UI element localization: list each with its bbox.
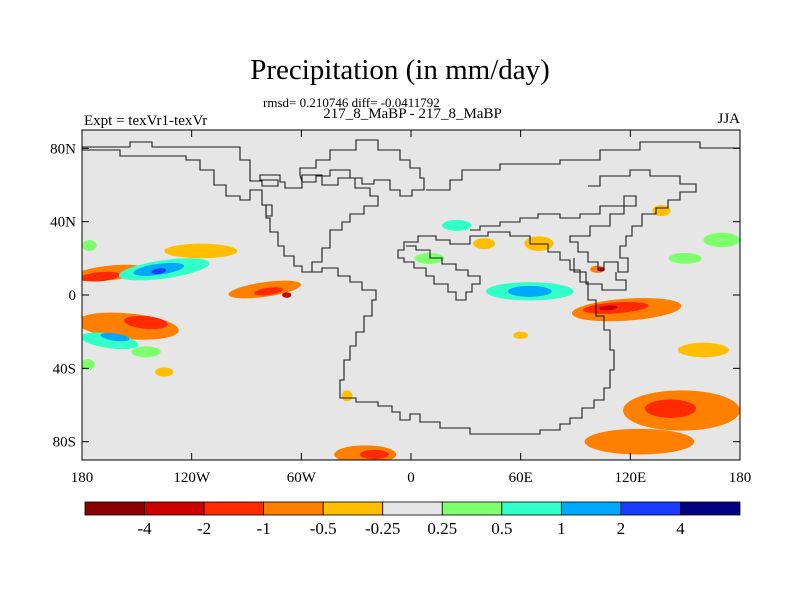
x-tick-label: 60W (287, 470, 317, 486)
x-tick-label: 180 (71, 470, 94, 486)
x-tick-label: 0 (407, 470, 415, 486)
anomaly-region (513, 331, 528, 340)
axes: 180 120W 60W 0 60E 120E 180 80N 40N 0 40S 80S (50, 130, 751, 486)
anomaly-region (644, 399, 697, 418)
y-tick-label: 40S (53, 361, 76, 377)
colorbar-swatch (382, 501, 443, 516)
x-tick-label: 180 (729, 470, 752, 486)
anomaly-region (155, 367, 174, 377)
coastline-eurasia (426, 141, 740, 273)
colorbar-label: 1 (557, 519, 566, 538)
chart-subtitle: 217_8_MaBP - 217_8_MaBP (323, 106, 502, 122)
anomaly-region (282, 292, 292, 298)
coastline (82, 139, 740, 435)
coastline-arabia (573, 258, 627, 291)
coastline-south-america (312, 231, 615, 435)
colorbar-swatch (501, 501, 562, 516)
coastline-greenland (299, 139, 425, 197)
anomaly-region (82, 359, 95, 371)
chart-title: Precipitation (in mm/day) (250, 54, 550, 86)
anomaly-region (359, 449, 390, 460)
x-tick-label: 120W (173, 470, 211, 486)
colorbar-label: -4 (137, 519, 152, 538)
colorbar-label: 0.5 (491, 519, 512, 538)
colorbar-label: 0.25 (427, 519, 457, 538)
anomaly-region (82, 271, 121, 282)
anomaly-region (253, 287, 283, 296)
stats-line: rmsd= 0.210746 diff= -0.0411792 (263, 95, 440, 110)
colorbar: -4 -2 -1 -0.5 -0.25 0.25 0.5 1 2 4 (84, 501, 741, 538)
x-tick-label: 60E (509, 470, 533, 486)
anomaly-region (414, 252, 444, 264)
y-tick-label: 80N (50, 141, 76, 157)
anomaly-region (82, 240, 97, 251)
anomaly-region (164, 243, 238, 259)
y-tick-label: 40N (50, 215, 76, 231)
anomaly-region (341, 390, 353, 402)
anomaly-region (151, 268, 167, 275)
coastline-north-america (82, 141, 379, 273)
colorbar-swatch (560, 501, 622, 516)
colorbar-swatch (441, 501, 503, 516)
anomaly-region (124, 315, 168, 330)
anomaly-region (473, 238, 496, 250)
coastline-baffin (265, 204, 273, 217)
colorbar-swatch (680, 501, 741, 516)
colorbar-label: -1 (257, 519, 271, 538)
colorbar-swatch (144, 501, 205, 516)
colorbar-label: -0.25 (365, 519, 400, 538)
colorbar-swatch (203, 501, 265, 516)
anomaly-region (442, 219, 472, 231)
anomaly-region (668, 252, 702, 264)
colorbar-label: -0.5 (310, 519, 337, 538)
anomaly-region (584, 428, 695, 455)
colorbar-swatch (263, 501, 324, 516)
season-label: JJA (717, 111, 740, 127)
anomaly-region (677, 342, 730, 358)
anomaly-region (131, 346, 161, 358)
colorbar-label: 4 (676, 519, 685, 538)
anomaly-fields (82, 205, 740, 460)
colorbar-label: -2 (197, 519, 211, 538)
anomaly-region (507, 285, 552, 297)
x-tick-label: 120E (614, 470, 646, 486)
colorbar-swatch (322, 501, 384, 516)
y-tick-label: 80S (53, 435, 76, 451)
colorbar-label: 2 (617, 519, 626, 538)
colorbar-swatch (620, 501, 681, 516)
anomaly-region (599, 305, 618, 311)
anomaly-region (703, 232, 740, 248)
y-tick-label: 0 (69, 288, 77, 304)
experiment-label: Expt = texVr1-texVr (84, 113, 208, 129)
colorbar-swatch (84, 501, 145, 516)
anomaly-region (100, 333, 130, 342)
